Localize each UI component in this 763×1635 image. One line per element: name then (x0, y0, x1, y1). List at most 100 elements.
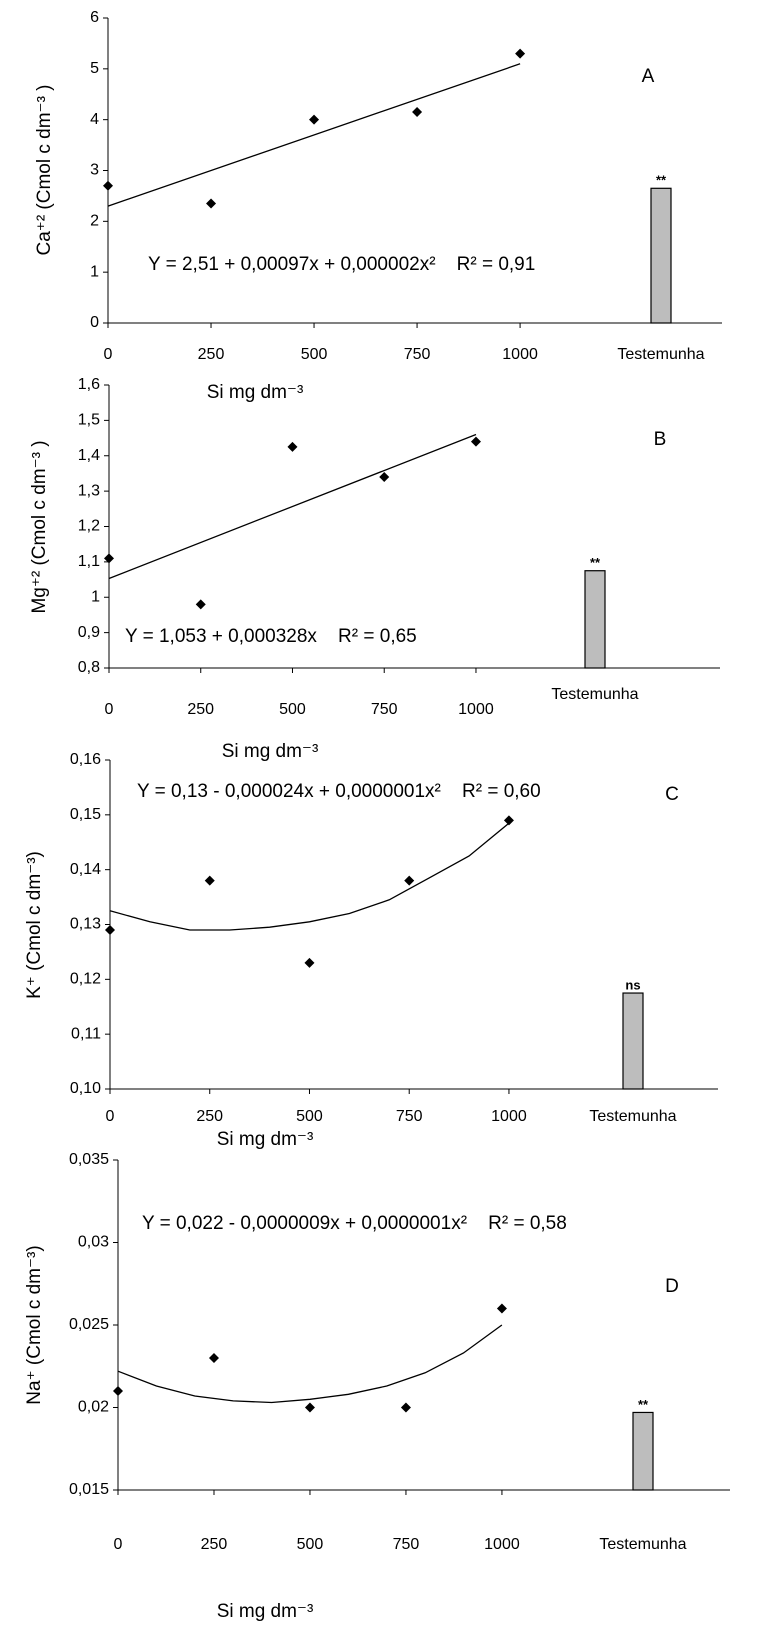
x-tick-label: 500 (301, 346, 328, 363)
y-tick-label: 0,10 (70, 1080, 101, 1097)
control-significance: ** (590, 555, 601, 570)
data-point (404, 875, 415, 886)
y-tick-label: 5 (90, 60, 99, 77)
equation: Y = 0,022 - 0,0000009x + 0,0000001x² R² … (142, 1213, 567, 1234)
data-point (204, 875, 215, 886)
x-tick-label: 1000 (458, 701, 494, 718)
x-tick-label: 250 (196, 1108, 223, 1125)
x-tick-label: 1000 (491, 1108, 527, 1125)
data-point (103, 180, 113, 191)
panel-letter: A (642, 66, 655, 87)
control-label: Testemunha (551, 686, 638, 703)
data-point (379, 471, 390, 482)
data-point (515, 48, 526, 59)
y-tick-label: 2 (90, 213, 99, 230)
y-tick-label: 0 (90, 314, 99, 331)
y-tick-label: 0,02 (78, 1399, 109, 1416)
x-tick-label: 750 (404, 346, 431, 363)
control-significance: ns (625, 977, 640, 992)
y-tick-label: 0,15 (70, 806, 101, 823)
x-tick-label: 1000 (484, 1536, 520, 1553)
panel-letter: C (665, 784, 679, 805)
control-bar (650, 187, 672, 324)
data-point (304, 957, 315, 968)
x-axis-label: Si mg dm⁻³ (222, 741, 319, 762)
data-point (113, 1386, 123, 1396)
y-tick-label: 3 (90, 162, 99, 179)
y-tick-label: 0,03 (78, 1234, 109, 1251)
data-point (105, 924, 115, 935)
y-tick-label: 1,3 (78, 482, 100, 499)
data-point (195, 599, 206, 610)
y-tick-label: 4 (90, 111, 99, 128)
x-tick-label: 750 (371, 701, 398, 718)
x-axis-label: Si mg dm⁻³ (217, 1129, 314, 1150)
data-point (470, 436, 481, 447)
y-tick-label: 0,13 (70, 916, 101, 933)
control-label: Testemunha (617, 346, 704, 363)
x-tick-label: 500 (296, 1108, 323, 1125)
y-tick-label: 1,1 (78, 553, 100, 570)
y-tick-label: 0,035 (69, 1151, 109, 1168)
y-tick-label: 1 (91, 588, 100, 605)
y-axis-label: Ca⁺² (Cmol c dm⁻³ ) (34, 85, 55, 256)
control-significance: ** (656, 173, 667, 188)
control-bar (632, 1411, 654, 1491)
x-tick-label: 250 (198, 346, 225, 363)
x-tick-label: 500 (297, 1536, 324, 1553)
x-tick-label: 500 (279, 701, 306, 718)
data-point (206, 198, 217, 209)
y-tick-label: 1,5 (78, 412, 100, 429)
data-point (400, 1402, 411, 1413)
data-point (304, 1402, 315, 1413)
data-point (412, 107, 423, 118)
y-tick-label: 0,12 (70, 971, 101, 988)
y-tick-label: 0,9 (78, 624, 100, 641)
trend-line (107, 63, 521, 207)
y-axis-label: Mg⁺² (Cmol c dm⁻³ ) (29, 440, 50, 613)
control-bar (584, 570, 606, 669)
y-tick-label: 1,2 (78, 518, 100, 535)
y-tick-label: 0,14 (70, 861, 101, 878)
y-axis-label: K⁺ (Cmol c dm⁻³) (24, 851, 45, 999)
data-point (104, 553, 114, 564)
data-point (287, 441, 298, 452)
y-tick-label: 0,015 (69, 1481, 109, 1498)
x-tick-label: 0 (104, 346, 113, 363)
x-axis-label: Si mg dm⁻³ (207, 382, 304, 403)
control-bar (622, 992, 644, 1090)
y-tick-label: 6 (90, 9, 99, 26)
y-axis-label: Na⁺ (Cmol c dm⁻³) (24, 1245, 45, 1404)
x-tick-label: 0 (105, 701, 114, 718)
panel-letter: B (654, 429, 667, 450)
y-tick-label: 0,11 (71, 1025, 101, 1042)
x-tick-label: 0 (114, 1536, 123, 1553)
x-tick-label: 0 (106, 1108, 115, 1125)
data-point (309, 114, 320, 125)
data-point (496, 1303, 507, 1314)
x-tick-label: 750 (393, 1536, 420, 1553)
equation: Y = 1,053 + 0,000328x R² = 0,65 (125, 626, 417, 647)
y-tick-label: 0,16 (70, 751, 101, 768)
y-tick-label: 1,4 (78, 447, 100, 464)
x-tick-label: 1000 (502, 346, 538, 363)
control-label: Testemunha (589, 1108, 676, 1125)
trend-line (108, 433, 477, 580)
y-tick-label: 0,025 (69, 1316, 109, 1333)
trend-line (109, 822, 510, 931)
x-axis-label: Si mg dm⁻³ (217, 1601, 314, 1622)
control-label: Testemunha (599, 1536, 686, 1553)
equation: Y = 0,13 - 0,000024x + 0,0000001x² R² = … (137, 781, 541, 802)
x-tick-label: 250 (201, 1536, 228, 1553)
trend-line (117, 1324, 503, 1404)
panel-letter: D (665, 1276, 679, 1297)
y-tick-label: 1 (90, 263, 99, 280)
data-point (208, 1353, 219, 1363)
y-tick-label: 0,8 (78, 659, 100, 676)
equation: Y = 2,51 + 0,00097x + 0,000002x² R² = 0,… (148, 254, 535, 275)
control-significance: ** (638, 1397, 649, 1412)
x-tick-label: 250 (187, 701, 214, 718)
x-tick-label: 750 (396, 1108, 423, 1125)
y-tick-label: 1,6 (78, 376, 100, 393)
